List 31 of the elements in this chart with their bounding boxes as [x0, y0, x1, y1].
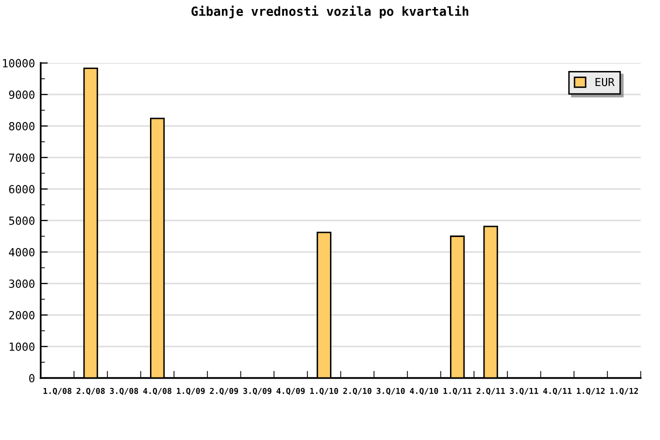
y-tick-label: 3000 — [9, 280, 34, 288]
x-tick-label: 2.Q/08 — [76, 388, 105, 395]
x-tick-label: 1.Q/09 — [176, 388, 205, 395]
x-tick-label: 4.Q/11 — [543, 388, 572, 395]
y-tick-label: 4000 — [8, 248, 34, 256]
x-tick-label: 2.Q/11 — [476, 388, 505, 395]
x-tick-label: 1.Q/12 — [576, 388, 605, 395]
y-tick-label: 5000 — [9, 216, 34, 225]
x-tick-label: 4.Q/09 — [276, 388, 305, 395]
x-tick-label: 2.Q/09 — [210, 388, 238, 395]
x-tick-label: 1.Q/08 — [44, 388, 72, 395]
x-tick-label: 3.Q/09 — [243, 388, 272, 395]
y-tick-label: 8000 — [9, 122, 34, 130]
legend-label: EUR — [596, 78, 615, 86]
x-tick-label: 1.Q/11 — [444, 388, 472, 395]
y-tick-label: 7000 — [9, 154, 34, 162]
x-tick-label: 3.Q/10 — [376, 388, 405, 395]
y-tick-label: 9000 — [9, 90, 34, 99]
x-tick-label: 1.Q/10 — [310, 388, 338, 395]
y-tick-label: 10000 — [3, 59, 34, 68]
y-tick-label: 2000 — [9, 311, 34, 320]
x-tick-label: 3.Q/08 — [110, 388, 138, 395]
x-tick-label: 1.Q/12 — [610, 388, 638, 395]
x-tick-label: 3.Q/11 — [510, 388, 538, 395]
y-tick-label: 6000 — [9, 185, 34, 194]
x-tick-label: 4.Q/10 — [410, 388, 438, 395]
chart-title: Gibanje vrednosti vozila po kvartalih — [191, 6, 468, 18]
y-tick-label: 1000 — [10, 342, 34, 351]
x-tick-label: 4.Q/08 — [143, 388, 172, 395]
y-tick-label: 0 — [29, 374, 34, 382]
x-tick-label: 2.Q/10 — [343, 388, 372, 395]
